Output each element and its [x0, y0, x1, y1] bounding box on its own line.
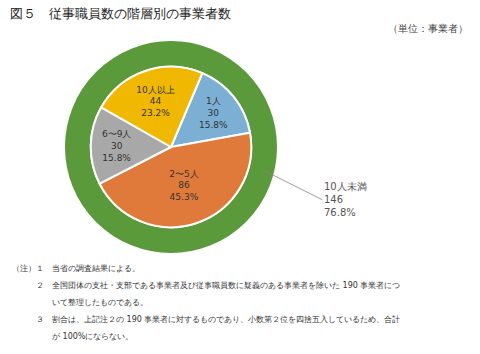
svg-text:３ 割合は、上記注２の 190 事業者に対するものであり、小: ３ 割合は、上記注２の 190 事業者に対するものであり、小数第２位を四捨五入し…	[12, 315, 400, 324]
svg-text:いて整理したものである。: いて整理したものである。	[12, 298, 148, 307]
svg-text:図５ 従事職員数の階層別の事業者数: 図５ 従事職員数の階層別の事業者数	[10, 6, 231, 21]
svg-text:（単位：事業者）: （単位：事業者）	[388, 23, 468, 34]
svg-text:10人未満14676.8%: 10人未満14676.8%	[324, 181, 367, 218]
svg-text:10人以上4423.2%: 10人以上4423.2%	[136, 85, 174, 118]
svg-text:1人3015.8%: 1人3015.8%	[199, 96, 228, 129]
svg-text:が 100%にならない。: が 100%にならない。	[12, 332, 133, 341]
svg-text:2〜5人8645.3%: 2〜5人8645.3%	[169, 169, 198, 202]
svg-text:（注）１ 当省の調査結果による。: （注）１ 当省の調査結果による。	[12, 264, 140, 273]
svg-text:6〜9人3015.8%: 6〜9人3015.8%	[102, 129, 131, 162]
svg-text:２ 全国団体の支社・支部である事業者及び従事職員数に疑義のあ: ２ 全国団体の支社・支部である事業者及び従事職員数に疑義のある事業者を除いた 1…	[12, 281, 400, 290]
